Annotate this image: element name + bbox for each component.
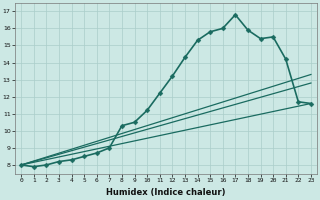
X-axis label: Humidex (Indice chaleur): Humidex (Indice chaleur): [106, 188, 226, 197]
